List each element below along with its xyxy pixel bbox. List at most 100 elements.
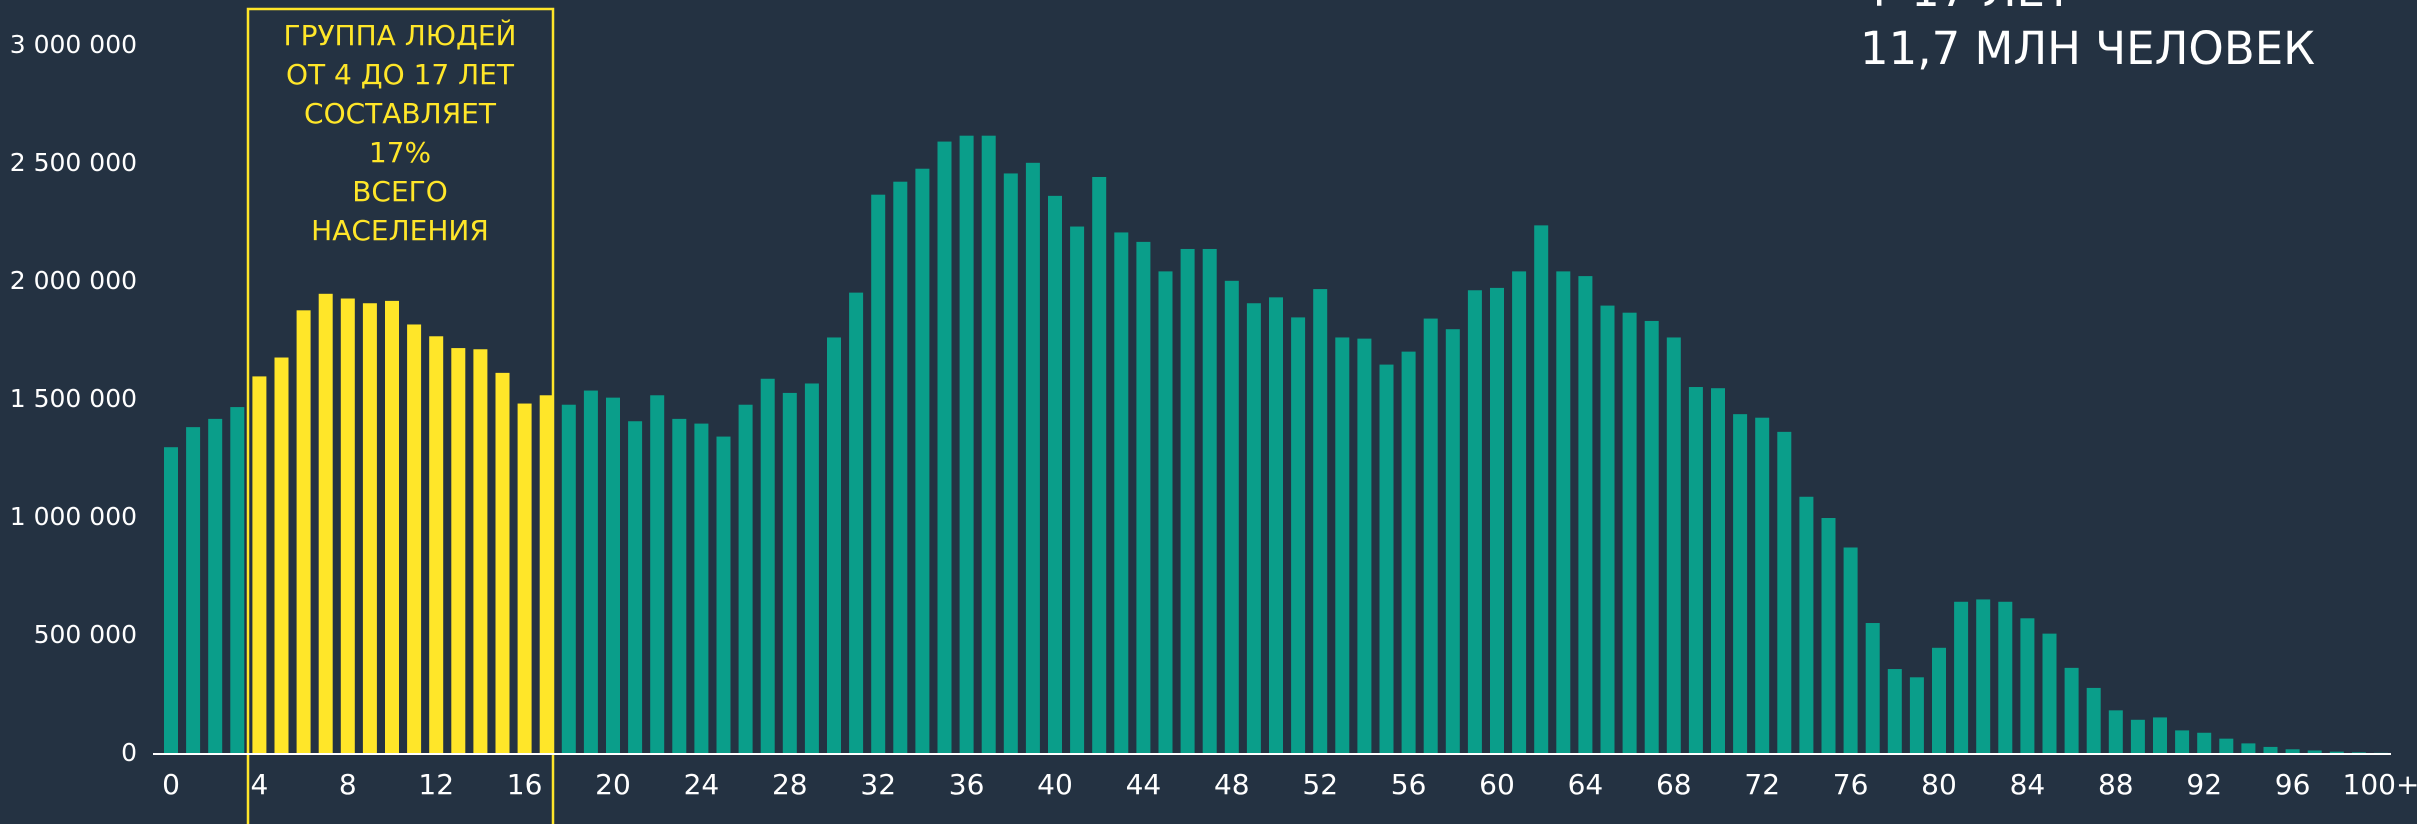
bar [893, 181, 908, 754]
annotation: ГРУППА ЛЮДЕЙ [284, 18, 517, 52]
bar [1954, 601, 1969, 754]
bar [2175, 730, 2190, 754]
x-tick-label: 24 [684, 768, 720, 801]
bar [1711, 388, 1725, 754]
x-tick-label: 48 [1214, 768, 1250, 801]
bar [849, 292, 864, 754]
bar [1003, 173, 1018, 754]
bar [252, 376, 267, 754]
annotation: НАСЕЛЕНИЯ [311, 214, 489, 247]
bar [1644, 320, 1659, 754]
bar [628, 421, 643, 754]
bar [738, 404, 753, 754]
bar [2042, 633, 2057, 754]
x-tick-label: 4 [250, 768, 268, 801]
y-tick-label: 1 500 000 [10, 384, 137, 413]
bar [274, 357, 289, 754]
y-tick-label: 2 000 000 [10, 266, 137, 295]
bar [362, 303, 377, 754]
x-tick-label: 88 [2098, 768, 2134, 801]
bar [2263, 746, 2278, 754]
bar [296, 310, 311, 754]
x-tick-label: 56 [1391, 768, 1427, 801]
x-tick-label: 64 [1568, 768, 1604, 801]
x-tick-label: 8 [339, 768, 357, 801]
bar [451, 348, 466, 754]
bar [583, 390, 598, 754]
bar [230, 407, 245, 754]
bar [650, 395, 665, 754]
bar [1246, 303, 1261, 754]
bar [782, 392, 797, 754]
bar [1887, 669, 1902, 754]
x-tick-label: 80 [1921, 768, 1957, 801]
bar [1534, 225, 1549, 755]
bar [495, 372, 510, 754]
y-tick-label: 1 000 000 [10, 502, 137, 531]
bar [915, 168, 930, 755]
bar [2064, 667, 2079, 754]
bar [1467, 290, 1482, 754]
bar [1070, 226, 1085, 755]
bar [2329, 751, 2344, 754]
y-tick-label: 2 500 000 [10, 148, 137, 177]
bar [1335, 337, 1350, 754]
headline: 11,7 МЛН ЧЕЛОВЕК [1860, 22, 2315, 75]
bar [937, 141, 952, 754]
bar [407, 324, 422, 754]
bar [1556, 271, 1571, 754]
bar [1733, 414, 1748, 754]
headline: 4–17 ЛЕТ [1860, 0, 2073, 17]
annotation: СОСТАВЛЯЕТ [304, 97, 497, 130]
bar [2086, 687, 2101, 754]
bar [1401, 351, 1416, 754]
bar [385, 300, 399, 754]
bar [1755, 417, 1770, 754]
annotation: ОТ 4 ДО 17 ЛЕТ [286, 58, 515, 91]
x-tick-label: 92 [2186, 768, 2222, 801]
bar [1313, 289, 1328, 754]
x-tick-label: 84 [2010, 768, 2046, 801]
bar [804, 383, 819, 754]
y-tick-label: 500 000 [34, 620, 137, 649]
bar [1025, 162, 1040, 754]
annotation: 17% [369, 136, 431, 169]
x-tick-label: 32 [860, 768, 896, 801]
bar [760, 378, 775, 754]
bar [2219, 738, 2234, 754]
bar [1688, 387, 1703, 754]
bar [1843, 547, 1858, 754]
bar [539, 395, 554, 754]
bar [672, 418, 687, 754]
bar [2285, 749, 2300, 754]
bar [1865, 623, 1880, 754]
bar [1821, 518, 1836, 754]
x-tick-label: 60 [1479, 768, 1515, 801]
bar [186, 427, 201, 754]
bar [1224, 280, 1239, 754]
bar [2153, 717, 2167, 754]
bar [1622, 312, 1637, 754]
x-tick-label: 68 [1656, 768, 1692, 801]
bar [1180, 248, 1195, 754]
bar [959, 135, 974, 754]
bar [517, 403, 532, 754]
x-tick-label: 44 [1126, 768, 1162, 801]
x-tick-label: 0 [162, 768, 180, 801]
bar [1202, 248, 1217, 754]
bar [561, 404, 576, 754]
bar [1976, 599, 1991, 754]
x-tick-label: 96 [2275, 768, 2311, 801]
bar [2108, 710, 2123, 754]
bar [716, 436, 731, 754]
bar [473, 349, 488, 754]
bar [1445, 329, 1460, 754]
x-tick-label: 20 [595, 768, 631, 801]
bar [208, 418, 223, 754]
x-tick-label: 72 [1744, 768, 1780, 801]
x-tick-label: 52 [1302, 768, 1338, 801]
bar [2130, 719, 2145, 754]
x-tick-label: 36 [949, 768, 985, 801]
bar [871, 194, 886, 754]
bar [827, 337, 841, 754]
